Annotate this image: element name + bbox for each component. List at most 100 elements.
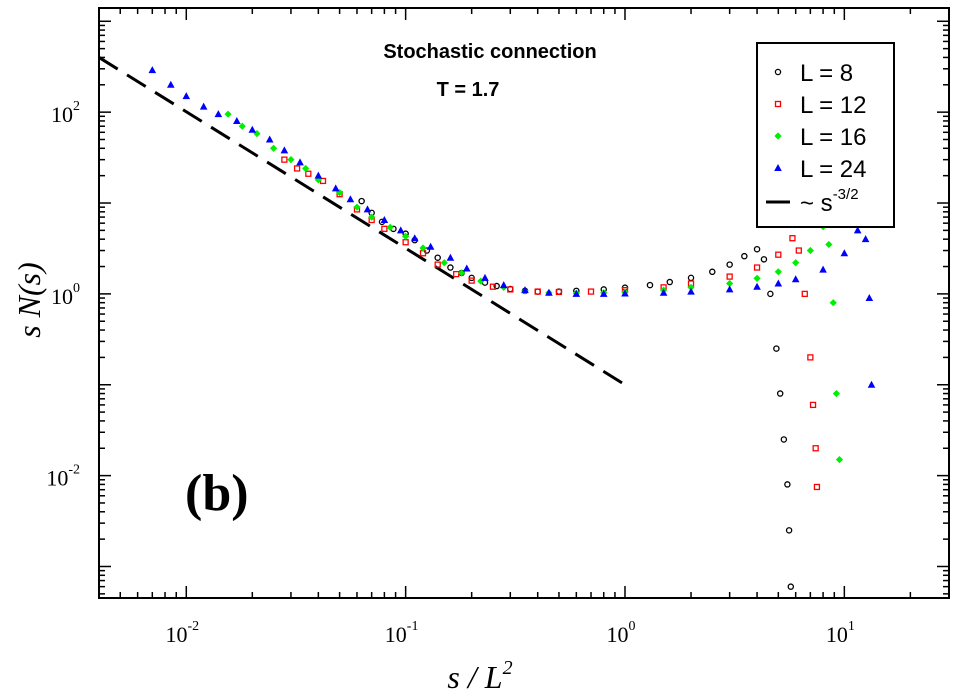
data-point	[659, 288, 668, 296]
data-point	[646, 281, 654, 289]
x-tick-label-base: 10	[606, 622, 628, 647]
data-point	[807, 354, 814, 361]
data-point	[792, 259, 800, 267]
legend-label: L = 24	[800, 156, 867, 183]
data-point	[287, 156, 295, 164]
data-point	[458, 269, 466, 277]
x-tick-label-base: 10	[826, 622, 848, 647]
data-point	[784, 481, 791, 488]
data-point	[753, 274, 761, 283]
data-point	[774, 268, 782, 276]
x-tick-label: 100	[606, 619, 635, 647]
data-point	[331, 184, 340, 192]
data-point	[753, 245, 761, 253]
data-point	[363, 205, 372, 213]
data-points-layer	[148, 66, 876, 590]
x-tick-label-base: 10	[165, 622, 187, 647]
data-point	[293, 165, 301, 172]
legend-reference-main: ~ s	[800, 190, 833, 217]
data-point	[402, 239, 409, 246]
y-tick-label-base: 10	[51, 102, 73, 127]
data-point	[477, 277, 485, 285]
data-point	[687, 283, 695, 291]
y-tick-label-exp: 0	[73, 281, 80, 296]
y-tick-label: 100	[51, 281, 80, 309]
data-point	[402, 232, 410, 240]
data-point	[358, 197, 365, 205]
chart-title: Stochastic connection	[383, 41, 596, 63]
data-point	[773, 345, 780, 352]
data-point	[861, 235, 870, 243]
reference-line-layer	[98, 56, 626, 387]
data-point	[819, 265, 827, 273]
data-point	[687, 287, 695, 295]
data-point	[386, 223, 394, 231]
data-point	[791, 275, 800, 283]
data-point	[269, 144, 278, 152]
y-tick-label: 10-2	[46, 463, 80, 491]
data-point	[447, 264, 454, 271]
data-point	[865, 294, 874, 302]
data-point	[440, 259, 448, 267]
reference-line	[98, 56, 626, 387]
data-point	[368, 213, 376, 221]
data-point	[346, 195, 355, 203]
data-point	[812, 445, 819, 452]
data-point	[238, 122, 246, 130]
data-point	[167, 80, 175, 88]
data-point	[265, 135, 274, 143]
legend-label: L = 8	[800, 60, 853, 87]
data-point	[572, 289, 581, 297]
legend: L = 8 L = 12 L = 16 L = 24 ~ s-3/2	[756, 42, 895, 228]
data-point	[587, 288, 595, 295]
data-point	[867, 380, 876, 388]
y-tick-label-exp: 2	[73, 99, 80, 114]
data-point	[381, 225, 388, 232]
data-point	[199, 102, 208, 110]
data-point	[148, 66, 157, 74]
data-point	[780, 436, 788, 443]
data-point	[753, 282, 761, 290]
data-point	[840, 249, 849, 257]
data-point	[789, 235, 796, 242]
data-point	[314, 171, 323, 179]
data-point	[182, 92, 191, 100]
data-point	[621, 289, 629, 297]
data-point	[214, 110, 223, 118]
legend-label: L = 16	[800, 124, 867, 151]
x-tick-label: 10-2	[165, 619, 199, 647]
legend-swatch	[774, 164, 782, 171]
x-tick-label-exp: 0	[628, 619, 635, 634]
x-axis-label-sup: 2	[503, 657, 513, 679]
data-point	[468, 277, 475, 284]
x-axis-label-main: s / L	[447, 659, 502, 695]
y-tick-label: 102	[51, 99, 80, 127]
x-tick-label-exp: -2	[187, 619, 199, 634]
series-3	[148, 66, 876, 388]
panel-label: (b)	[185, 465, 249, 522]
legend-label: L = 12	[800, 92, 867, 119]
data-point	[410, 234, 419, 242]
data-point	[767, 290, 774, 298]
data-point	[426, 242, 435, 250]
data-point	[434, 261, 441, 268]
x-axis-label: s / L2	[447, 657, 512, 695]
data-point	[787, 583, 795, 590]
data-point	[434, 254, 441, 261]
data-point	[753, 264, 761, 271]
data-point	[785, 527, 793, 534]
x-tick-label-base: 10	[385, 622, 407, 647]
y-axis-label: s N(s)	[11, 262, 47, 338]
data-point	[709, 268, 716, 276]
data-point	[832, 389, 840, 398]
data-point	[446, 253, 455, 261]
data-point	[741, 252, 748, 260]
data-point	[419, 244, 427, 252]
data-point	[726, 273, 733, 280]
x-tick-label: 10-1	[385, 619, 419, 647]
data-point	[499, 281, 508, 289]
legend-swatch	[774, 132, 782, 140]
data-point	[806, 246, 814, 255]
x-tick-label-exp: -1	[407, 619, 419, 634]
data-point	[462, 264, 471, 272]
